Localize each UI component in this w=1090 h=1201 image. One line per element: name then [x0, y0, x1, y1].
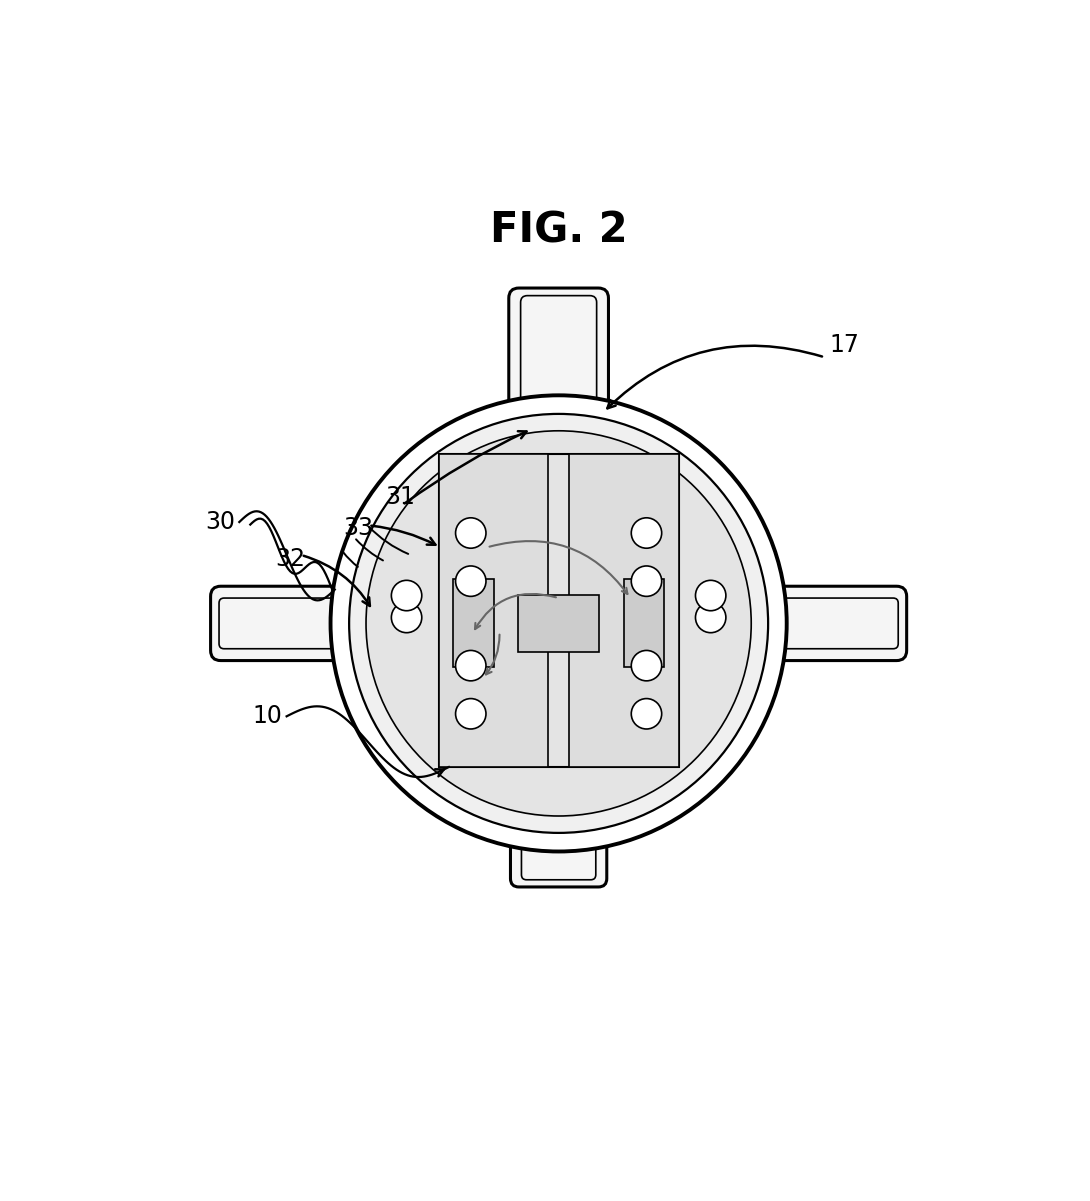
FancyBboxPatch shape [509, 288, 608, 448]
Circle shape [456, 566, 486, 597]
FancyArrowPatch shape [368, 526, 409, 554]
Circle shape [391, 602, 422, 633]
FancyBboxPatch shape [510, 751, 607, 888]
Circle shape [366, 431, 751, 815]
Bar [623, 579, 664, 668]
Circle shape [695, 580, 726, 611]
Bar [453, 579, 494, 668]
Bar [438, 454, 548, 767]
Circle shape [631, 566, 662, 597]
Circle shape [456, 518, 486, 548]
Circle shape [631, 699, 662, 729]
FancyArrowPatch shape [372, 526, 435, 545]
Text: 10: 10 [253, 704, 282, 728]
Text: 33: 33 [343, 516, 373, 540]
Circle shape [631, 518, 662, 548]
Text: FIG. 2: FIG. 2 [489, 210, 628, 251]
Circle shape [456, 651, 486, 681]
Text: 32: 32 [276, 548, 305, 572]
FancyBboxPatch shape [210, 586, 387, 661]
Circle shape [349, 414, 768, 833]
FancyBboxPatch shape [730, 586, 907, 661]
FancyArrowPatch shape [435, 770, 444, 776]
Text: 30: 30 [206, 510, 235, 534]
Bar [518, 594, 600, 652]
Circle shape [456, 699, 486, 729]
Bar [438, 454, 679, 767]
FancyArrowPatch shape [607, 346, 822, 408]
Circle shape [330, 395, 787, 852]
FancyArrowPatch shape [404, 431, 526, 503]
Circle shape [391, 580, 422, 611]
FancyArrowPatch shape [356, 539, 383, 561]
Bar [569, 454, 679, 767]
FancyArrowPatch shape [304, 556, 370, 607]
Text: 17: 17 [828, 333, 859, 357]
Circle shape [695, 602, 726, 633]
Circle shape [631, 651, 662, 681]
FancyArrowPatch shape [343, 552, 358, 567]
Text: 31: 31 [386, 485, 415, 509]
